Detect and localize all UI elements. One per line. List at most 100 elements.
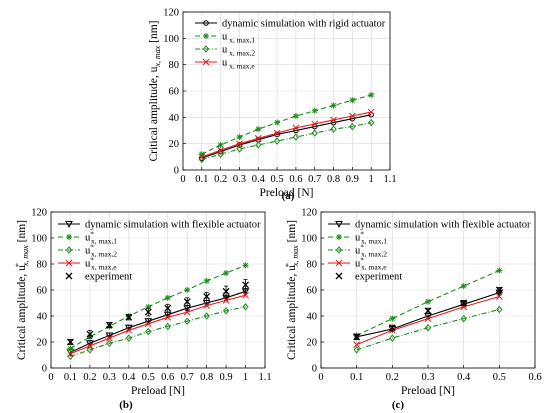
x-tick-label: 0.3: [103, 372, 116, 383]
y-tick-label: 0: [174, 166, 179, 177]
x-tick-label: 1: [243, 372, 248, 383]
data-point: [242, 281, 250, 289]
legend-label: u x, max,e: [222, 58, 255, 71]
data-point: [236, 145, 243, 153]
data-point: [368, 118, 375, 127]
legend-marker: [65, 272, 73, 280]
series-line: [70, 290, 246, 353]
series-4: [353, 293, 503, 348]
legend-marker: [335, 246, 343, 254]
data-point: [311, 120, 319, 128]
data-point: [460, 299, 468, 307]
x-tick-label: 0.1: [350, 372, 363, 383]
data-point: [460, 314, 467, 323]
data-point: [236, 140, 243, 148]
legend-marker: [203, 33, 209, 39]
data-point: [164, 322, 171, 331]
series-line: [201, 111, 372, 158]
data-point: [164, 313, 172, 321]
x-tick-label: 0.1: [195, 174, 208, 185]
x-tick-label: 0.6: [528, 372, 541, 383]
x-tick-label: 0.2: [214, 174, 227, 185]
x-tick-label: 0.2: [386, 372, 399, 383]
data-point: [388, 324, 396, 332]
series-line: [201, 122, 372, 160]
data-point: [124, 324, 133, 332]
data-point: [255, 126, 262, 133]
y-tick-label: 40: [169, 113, 180, 124]
legend-label: u* x, max,1: [85, 230, 117, 246]
data-point: [144, 308, 152, 316]
y-tick-label: 80: [37, 260, 48, 271]
y-tick-label: 100: [31, 234, 47, 245]
y-tick-label: 60: [37, 286, 48, 297]
x-tick-label: 0.4: [122, 372, 136, 383]
data-point: [292, 124, 300, 132]
series-line: [70, 294, 246, 355]
legend: dynamic simulation with flexible actuato…: [328, 220, 531, 283]
data-point: [311, 129, 318, 137]
series-3: [353, 305, 503, 354]
legend-marker: [336, 234, 342, 240]
legend-label: u* x, max,e: [355, 256, 387, 272]
legend-label: u* x, max,e: [85, 256, 117, 272]
data-point: [353, 341, 361, 348]
data-point: [125, 334, 132, 342]
data-point: [242, 291, 249, 299]
data-point: [425, 298, 431, 305]
data-point: [292, 133, 300, 141]
x-tick-label: 0.6: [289, 174, 302, 185]
y-tick-label: 20: [169, 139, 180, 150]
legend-marker: [65, 221, 73, 228]
y-tick-label: 40: [37, 312, 48, 323]
data-point: [125, 326, 133, 334]
data-point: [242, 303, 249, 311]
y-tick-label: 100: [301, 234, 317, 245]
data-point: [424, 307, 432, 315]
data-point: [145, 327, 152, 336]
legend-label: u* x, max,1: [355, 230, 387, 246]
x-tick-label: 0.1: [64, 372, 77, 383]
data-point: [495, 286, 503, 294]
series-5: [353, 286, 503, 341]
y-axis-label: Critical amplitude, u*x, max [nm]: [284, 220, 300, 360]
legend: dynamic simulation with rigid actuator u …: [195, 19, 386, 71]
x-tick-label: 0: [48, 372, 53, 383]
series-2: [198, 91, 375, 158]
x-tick-label: 1.1: [383, 174, 396, 185]
series-line: [356, 308, 500, 351]
legend-marker: [66, 234, 72, 240]
data-point: [106, 334, 113, 342]
data-point: [368, 91, 375, 98]
series-4: [67, 291, 249, 358]
y-tick-label: 0: [42, 364, 47, 375]
y-tick-label: 40: [307, 312, 318, 323]
x-tick-label: 0.4: [252, 174, 266, 185]
x-tick-label: 1: [369, 174, 374, 185]
legend-label: dynamic simulation with flexible actuato…: [355, 220, 531, 231]
data-point: [367, 108, 375, 116]
x-tick-label: 0.5: [493, 372, 506, 383]
data-point: [330, 125, 337, 133]
chart-panel-3: 0 0.1 0.2 0.3 0.4 0.5 0.6 0 20 40 60 80 100 120 Preloa…: [284, 208, 542, 412]
series-line: [201, 94, 372, 155]
series-line: [70, 264, 246, 349]
data-point: [67, 350, 74, 358]
data-point: [495, 293, 503, 300]
y-tick-label: 120: [301, 208, 317, 219]
data-point: [424, 315, 432, 322]
data-point: [86, 330, 94, 338]
data-point: [349, 122, 356, 131]
legend-label: experiment: [355, 272, 402, 283]
data-point: [144, 320, 152, 328]
x-tick-label: 0.5: [271, 174, 284, 185]
legend-marker: [65, 246, 73, 254]
data-point: [389, 315, 396, 322]
legend-marker: [335, 259, 343, 267]
y-tick-label: 100: [163, 34, 179, 45]
data-point: [184, 317, 191, 325]
data-point: [273, 129, 281, 137]
data-point: [217, 150, 224, 158]
data-point: [424, 323, 432, 332]
